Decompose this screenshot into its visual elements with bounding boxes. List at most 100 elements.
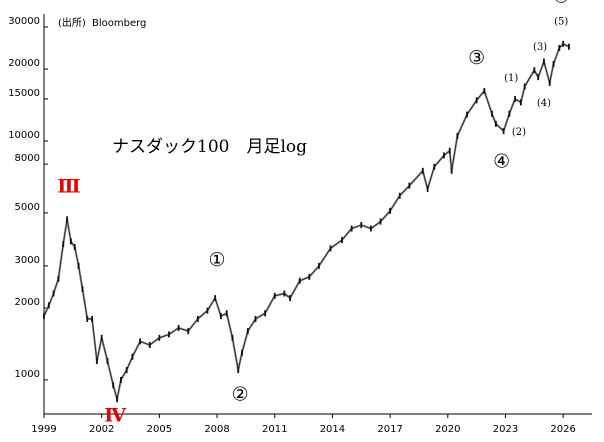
price-bar bbox=[519, 99, 522, 106]
price-bar bbox=[494, 120, 497, 127]
y-tick-label: 2000 bbox=[15, 297, 40, 308]
price-bar bbox=[273, 292, 276, 299]
wave-label: Ⅳ bbox=[104, 404, 126, 426]
price-bar bbox=[91, 315, 93, 322]
price-bar bbox=[456, 132, 459, 139]
price-bar bbox=[95, 357, 98, 364]
price-bar bbox=[426, 185, 429, 192]
price-bar bbox=[568, 43, 570, 50]
wave-label: ① bbox=[209, 249, 226, 271]
x-tick-label: 2011 bbox=[262, 424, 287, 435]
price-bar bbox=[158, 334, 161, 341]
price-bar bbox=[543, 58, 545, 65]
price-bar bbox=[502, 128, 505, 135]
price-bar bbox=[148, 341, 151, 348]
y-tick-label: 8000 bbox=[15, 153, 40, 164]
price-bar bbox=[77, 262, 80, 269]
price-bar bbox=[47, 302, 50, 309]
price-bar bbox=[562, 40, 565, 47]
price-bar bbox=[177, 324, 180, 331]
price-bar bbox=[187, 328, 190, 335]
y-tick-label: 1000 bbox=[15, 369, 40, 380]
price-bar bbox=[66, 216, 68, 223]
price-bar bbox=[231, 334, 234, 341]
price-bar bbox=[43, 313, 45, 320]
price-bar bbox=[283, 290, 286, 297]
y-tick-label: 20000 bbox=[8, 58, 40, 69]
price-bar bbox=[433, 163, 436, 170]
wave-label: Ⅲ bbox=[57, 175, 80, 197]
price-bar bbox=[491, 110, 493, 117]
price-bar bbox=[254, 315, 257, 322]
price-bar bbox=[100, 334, 103, 341]
x-tick-label: 2023 bbox=[493, 424, 518, 435]
price-bar bbox=[483, 87, 486, 94]
y-tick-label: 10000 bbox=[8, 130, 40, 141]
price-bar bbox=[241, 349, 243, 356]
price-bar bbox=[62, 241, 65, 248]
price-bar bbox=[398, 192, 401, 199]
price-bar bbox=[57, 275, 60, 282]
wave-label: (1) bbox=[504, 73, 518, 84]
price-bar bbox=[552, 60, 555, 67]
price-bar bbox=[508, 110, 511, 117]
price-bar bbox=[369, 225, 372, 232]
price-bar bbox=[341, 237, 343, 244]
price-bar bbox=[86, 315, 89, 322]
y-tick-label: 3000 bbox=[15, 255, 40, 266]
x-tick-label: 1999 bbox=[31, 424, 56, 435]
price-bar bbox=[81, 286, 84, 293]
price-bar bbox=[514, 95, 516, 102]
price-bar bbox=[139, 338, 142, 345]
wave-label: (4) bbox=[537, 98, 551, 109]
price-bar bbox=[289, 295, 292, 302]
wave-label: (2) bbox=[512, 127, 526, 138]
source-label: (出所) bbox=[58, 16, 86, 29]
price-bar bbox=[533, 67, 536, 74]
price-bar bbox=[523, 83, 526, 90]
axes: 1000 2000 3000 5000 8000 10000 15000 20000 30000… bbox=[8, 14, 592, 435]
price-bar bbox=[225, 310, 228, 317]
price-bar bbox=[116, 396, 118, 403]
y-tick-label: 5000 bbox=[15, 202, 40, 213]
source-name: Bloomberg bbox=[92, 18, 146, 29]
x-tick-label: 2020 bbox=[435, 424, 460, 435]
x-tick-label: 2008 bbox=[204, 424, 229, 435]
wave-label: ② bbox=[232, 384, 249, 406]
price-bar bbox=[308, 273, 311, 280]
price-bar bbox=[264, 310, 267, 317]
price-bar bbox=[408, 182, 411, 189]
wave-label: (3) bbox=[533, 42, 547, 53]
price-bar bbox=[318, 262, 320, 269]
price-bar bbox=[206, 307, 209, 314]
price-line-shade bbox=[42, 42, 570, 401]
price-bar bbox=[350, 225, 353, 232]
price-bar bbox=[443, 152, 445, 159]
x-tick-label: 2026 bbox=[550, 424, 575, 435]
wave-label: ⑤ bbox=[553, 0, 570, 7]
wave-label: ④ bbox=[493, 150, 510, 172]
price-bar bbox=[214, 295, 217, 302]
price-bar bbox=[120, 376, 122, 383]
price-bar bbox=[106, 357, 109, 364]
price-series bbox=[42, 40, 570, 403]
price-bar bbox=[125, 367, 128, 374]
wave-label: ③ bbox=[468, 47, 485, 69]
price-bar bbox=[389, 207, 392, 214]
price-bar bbox=[219, 313, 222, 320]
chart-title: ナスダック100 月足log bbox=[112, 137, 307, 157]
y-tick-label: 15000 bbox=[8, 88, 40, 99]
price-bar bbox=[466, 111, 468, 118]
price-bar bbox=[112, 382, 115, 389]
price-bar bbox=[237, 367, 240, 374]
x-tick-label: 2014 bbox=[320, 424, 345, 435]
price-bar bbox=[70, 238, 72, 245]
price-bar bbox=[548, 79, 551, 86]
price-bar bbox=[329, 245, 332, 252]
price-bar bbox=[131, 353, 134, 360]
price-bar bbox=[246, 328, 249, 335]
price-bar bbox=[168, 331, 170, 338]
price-bar bbox=[196, 315, 199, 322]
